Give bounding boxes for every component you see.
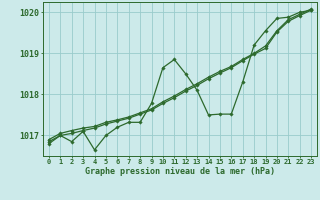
X-axis label: Graphe pression niveau de la mer (hPa): Graphe pression niveau de la mer (hPa) bbox=[85, 167, 275, 176]
